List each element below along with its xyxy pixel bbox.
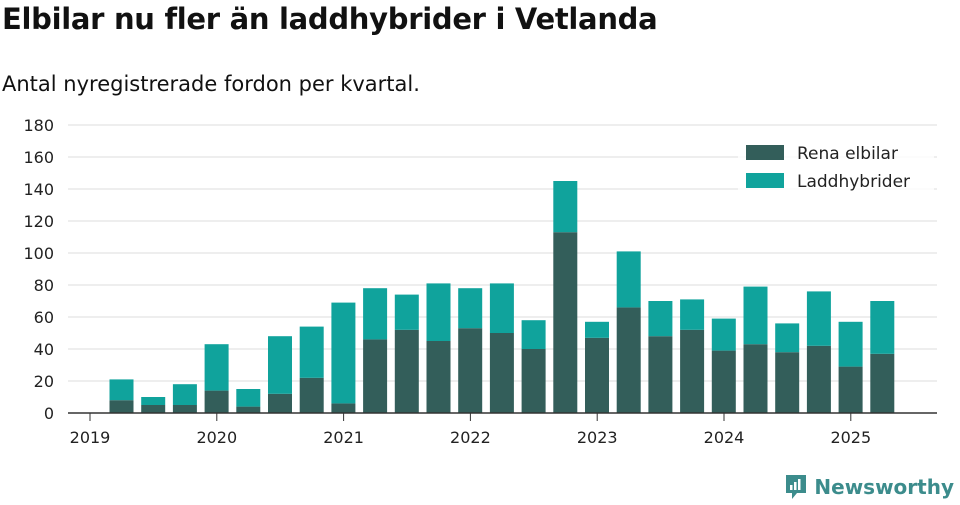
bar-laddhybrider xyxy=(458,288,483,329)
x-axis: 2019 2020 2021 2022 2023 2024 2025 xyxy=(68,412,937,447)
bar-rena-elbilar xyxy=(585,337,609,413)
y-tick-label: 180 xyxy=(23,116,54,135)
bar-rena-elbilar xyxy=(711,350,736,413)
bar-rena-elbilar xyxy=(394,329,419,413)
bar-rena-elbilar xyxy=(204,390,229,413)
bar-rena-elbilar xyxy=(743,344,768,413)
bar-laddhybrider xyxy=(172,384,197,405)
bar-laddhybrider xyxy=(141,397,166,405)
legend-swatch-rena-elbilar xyxy=(746,145,784,160)
bar-rena-elbilar xyxy=(648,336,673,413)
legend-label-laddhybrider: Laddhybrider xyxy=(797,172,910,192)
bar-laddhybrider xyxy=(236,389,261,407)
y-tick-label: 20 xyxy=(34,372,54,391)
legend: Rena elbilar Laddhybrider xyxy=(738,138,934,198)
bar-laddhybrider xyxy=(521,320,546,349)
newsworthy-logo-text: Newsworthy xyxy=(814,475,954,499)
legend-label-rena-elbilar: Rena elbilar xyxy=(797,144,898,164)
newsworthy-logo[interactable]: Newsworthy xyxy=(784,473,954,501)
bar-laddhybrider xyxy=(743,286,768,345)
y-tick-label: 140 xyxy=(23,180,54,199)
bar-rena-elbilar xyxy=(426,341,451,413)
y-axis: 0 20 40 60 80 100 120 140 160 180 xyxy=(23,116,54,423)
y-tick-label: 100 xyxy=(23,244,54,263)
bar-rena-elbilar xyxy=(458,328,483,413)
y-tick-label: 120 xyxy=(23,212,54,231)
bar-laddhybrider xyxy=(299,326,324,378)
bar-laddhybrider xyxy=(775,323,800,353)
y-tick-label: 80 xyxy=(34,276,54,295)
bar-laddhybrider xyxy=(806,291,831,346)
chart-subtitle: Antal nyregistrerade fordon per kvartal. xyxy=(2,72,420,96)
bar-laddhybrider xyxy=(109,379,134,401)
bar-rena-elbilar xyxy=(521,349,546,413)
x-tick-label: 2020 xyxy=(196,428,237,447)
y-tick-label: 160 xyxy=(23,148,54,167)
bar-rena-elbilar xyxy=(141,405,166,413)
bar-rena-elbilar xyxy=(172,405,197,413)
bar-laddhybrider xyxy=(870,301,895,354)
bar-laddhybrider xyxy=(331,302,356,404)
bar-rena-elbilar xyxy=(489,333,514,413)
legend-swatch-laddhybrider xyxy=(746,173,784,188)
bar-laddhybrider xyxy=(553,181,578,233)
bar-rena-elbilar xyxy=(331,403,356,413)
bar-laddhybrider xyxy=(489,283,514,333)
bar-rena-elbilar xyxy=(806,345,831,413)
bar-rena-elbilar xyxy=(616,307,641,413)
x-tick-label: 2023 xyxy=(577,428,618,447)
bar-rena-elbilar xyxy=(268,393,292,413)
x-tick-label: 2025 xyxy=(830,428,871,447)
bar-rena-elbilar xyxy=(109,400,134,413)
newsworthy-logo-icon xyxy=(786,475,807,499)
x-tick-label: 2024 xyxy=(704,428,745,447)
x-tick-label: 2021 xyxy=(323,428,364,447)
bar-rena-elbilar xyxy=(775,352,800,413)
y-tick-label: 60 xyxy=(34,308,54,327)
bar-laddhybrider xyxy=(711,318,736,351)
bar-laddhybrider xyxy=(363,288,388,340)
bar-laddhybrider xyxy=(426,283,451,341)
bar-rena-elbilar xyxy=(299,377,324,413)
bar-laddhybrider xyxy=(585,321,609,338)
bar-rena-elbilar xyxy=(870,353,895,413)
chart-title: Elbilar nu fler än laddhybrider i Vetlan… xyxy=(2,2,658,36)
bar-laddhybrider xyxy=(394,294,419,330)
y-tick-label: 40 xyxy=(34,340,54,359)
bar-laddhybrider xyxy=(616,251,641,308)
y-tick-label: 0 xyxy=(44,404,54,423)
bar-rena-elbilar xyxy=(236,406,261,413)
stacked-bar-chart: 0 20 40 60 80 100 120 140 160 180 2019 2020 2021 202… xyxy=(23,116,937,447)
bars xyxy=(109,181,895,413)
bar-laddhybrider xyxy=(268,336,292,394)
bar-laddhybrider xyxy=(680,299,705,330)
bar-rena-elbilar xyxy=(838,366,863,413)
x-tick-label: 2019 xyxy=(70,428,111,447)
bar-laddhybrider xyxy=(838,321,863,367)
x-tick-label: 2022 xyxy=(450,428,491,447)
bar-laddhybrider xyxy=(648,301,673,337)
bar-rena-elbilar xyxy=(553,232,578,413)
bar-laddhybrider xyxy=(204,344,229,391)
bar-rena-elbilar xyxy=(680,329,705,413)
bar-rena-elbilar xyxy=(363,339,388,413)
